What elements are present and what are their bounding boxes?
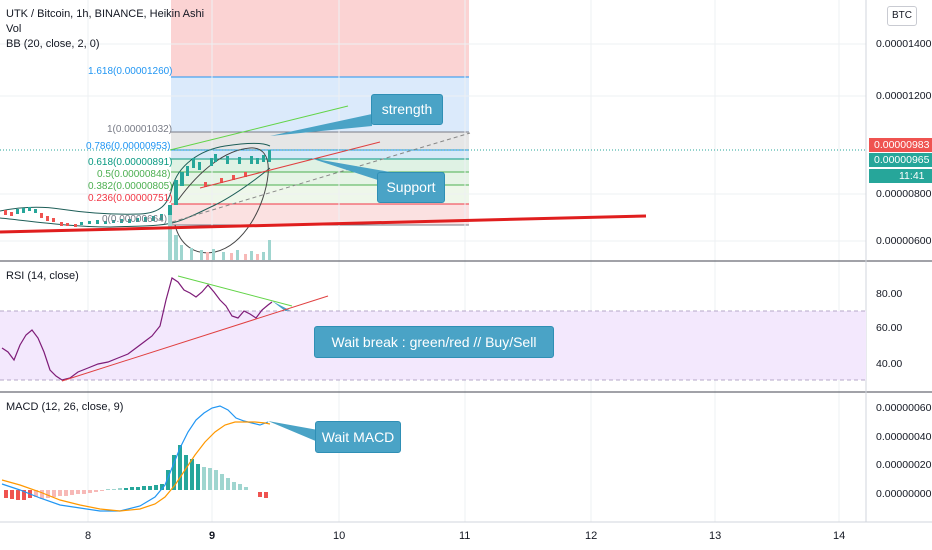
macd-line [1, 405, 269, 512]
rsi-tick: 80.00 [876, 288, 903, 300]
last-price-tag: 0.00000983 [869, 138, 932, 152]
rsi-green-trendline[interactable] [177, 275, 293, 307]
price-tick: 0.00000600 [876, 235, 932, 247]
volume-bars-down [206, 252, 259, 260]
fib-level-0382: 0.382(0.00000805) [88, 181, 173, 192]
time-tick: 14 [833, 530, 846, 542]
strength-trendline[interactable] [169, 105, 349, 151]
macd-callout-pointer [268, 421, 318, 442]
time-tick: 8 [85, 530, 92, 542]
strength-callout-pointer [270, 114, 372, 136]
volume-indicator-label[interactable]: Vol [6, 23, 22, 35]
fib-level-05: 0.5(0.00000848) [97, 169, 171, 180]
fib-level-0: 0(0.00000664) [102, 214, 168, 225]
price-tick: 0.00000800 [876, 188, 932, 200]
rsi-red-trendline[interactable] [61, 295, 329, 382]
fib-level-0236: 0.236(0.00000751) [88, 193, 173, 204]
major-support-line[interactable] [0, 214, 647, 234]
dashed-projection-line[interactable] [171, 132, 471, 223]
macd-indicator-label[interactable]: MACD (12, 26, close, 9) [6, 401, 124, 413]
macd-note-callout[interactable]: Wait MACD [315, 421, 401, 453]
macd-tick: 0.00000060 [876, 402, 932, 414]
support-callout[interactable]: Support [377, 172, 445, 203]
price-tick: 0.00001200 [876, 90, 932, 102]
time-tick: 13 [709, 530, 722, 542]
support-trendline[interactable] [199, 141, 381, 189]
macd-tick: 0.00000000 [876, 488, 932, 500]
volume-bars [168, 215, 271, 260]
fib-level-0786: 0.786(0.00000953) [86, 141, 171, 152]
bollinger-indicator-label[interactable]: BB (20, close, 2, 0) [6, 38, 100, 50]
rsi-line [1, 277, 273, 381]
macd-tick: 0.00000020 [876, 459, 932, 471]
time-tick: 9 [209, 530, 216, 542]
strength-callout[interactable]: strength [371, 94, 443, 125]
time-tick: 11 [459, 530, 471, 542]
symbol-title[interactable]: UTK / Bitcoin, 1h, BINANCE, Heikin Ashi [6, 8, 205, 20]
currency-button[interactable]: BTC [887, 6, 917, 26]
bar-countdown-tag: 11:41 [869, 169, 932, 183]
rsi-indicator-label[interactable]: RSI (14, close) [6, 270, 79, 282]
support-callout-pointer [310, 158, 390, 184]
rsi-tick: 40.00 [876, 358, 903, 370]
rsi-note-callout[interactable]: Wait break : green/red // Buy/Sell [314, 326, 554, 358]
fib-level-1: 1(0.00001032) [107, 124, 173, 135]
rsi-tick: 60.00 [876, 322, 903, 334]
time-tick: 10 [333, 530, 346, 542]
time-tick: 12 [585, 530, 598, 542]
fib-level-1618: 1.618(0.00001260) [88, 66, 173, 77]
current-price-tag: 0.00000965 [869, 153, 932, 167]
macd-signal-line [1, 421, 271, 512]
fib-level-0618: 0.618(0.00000891) [88, 157, 173, 168]
price-tick: 0.00001400 [876, 38, 932, 50]
macd-histogram [4, 445, 268, 500]
price-candles [4, 150, 271, 227]
macd-tick: 0.00000040 [876, 431, 932, 443]
